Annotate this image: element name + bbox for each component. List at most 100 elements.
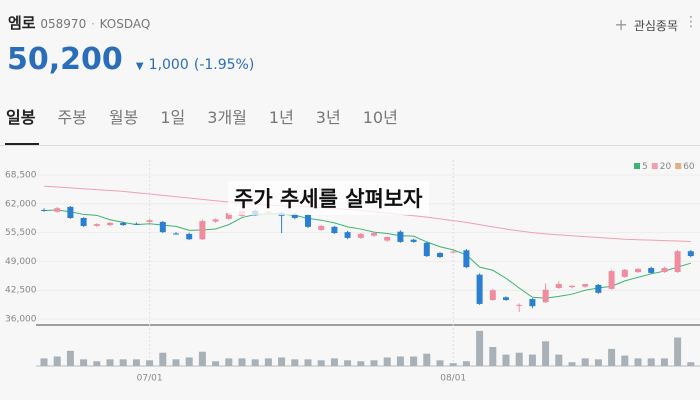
candle-body [608, 271, 615, 289]
price: 50,200 [7, 42, 123, 77]
volume-bar [581, 358, 589, 366]
legend-label: 20 [660, 162, 672, 172]
tab[interactable]: 1일 [160, 108, 186, 127]
volume-bar [555, 354, 563, 366]
candle-body [384, 237, 391, 241]
candle-body [159, 221, 166, 233]
tab[interactable]: 10년 [362, 108, 398, 127]
candle-body [318, 225, 325, 230]
candle-body [371, 233, 377, 236]
candle-body [555, 283, 562, 288]
y-tick-label: 49,000 [5, 257, 37, 267]
volume-bar [344, 360, 352, 366]
tab[interactable]: 일봉 [6, 108, 36, 127]
legend-swatch [634, 163, 640, 169]
tab[interactable]: 3년 [315, 108, 341, 127]
x-tick-label: 07/01 [137, 374, 163, 384]
legend-label: 5 [642, 162, 648, 172]
candle-body [67, 206, 74, 218]
tab-underline [5, 143, 39, 145]
candle-body [397, 231, 404, 242]
candle-body [133, 223, 140, 225]
candle-body [107, 222, 113, 226]
legend-label: 60 [683, 162, 695, 172]
volume-bar [225, 358, 233, 366]
volume-bar [66, 350, 74, 366]
candle-body [331, 226, 338, 234]
candle-body [344, 232, 351, 238]
candle-body [476, 274, 483, 304]
candle-body [529, 299, 536, 307]
tab[interactable]: 월봉 [108, 108, 139, 127]
volume-bar [185, 357, 193, 366]
tab[interactable]: 1년 [268, 108, 294, 127]
volume-bar [357, 361, 365, 366]
candle-body [463, 250, 470, 268]
volume-bar [80, 359, 88, 366]
chart: 36,000 42,500 49,000 55,500 62,000 68,500 07/0… [5, 160, 700, 384]
plus-icon: + [614, 15, 628, 34]
volume-bar [594, 359, 602, 366]
candle-body [687, 251, 694, 257]
candle-body [674, 251, 681, 273]
candle-body [291, 214, 298, 218]
candle-body [423, 242, 430, 257]
change-pct: (-1.95%) [193, 57, 255, 73]
volume-bar [687, 362, 695, 366]
candle-body [199, 221, 206, 240]
change: 1,000 [148, 57, 189, 73]
volume-bar [568, 362, 576, 366]
y-tick-label: 36,000 [5, 315, 37, 325]
volume-bar [476, 330, 484, 366]
volume-bar [106, 359, 114, 366]
watch-label: 관심종목 [633, 19, 678, 33]
volume-bar [634, 358, 642, 366]
volume-bar [370, 360, 378, 366]
volume-bar [449, 363, 457, 366]
volume-bar [146, 360, 154, 366]
candle-body [635, 268, 641, 273]
volume-bar [410, 356, 418, 366]
moving-average-line [43, 209, 691, 299]
y-tick-label: 62,000 [5, 199, 37, 209]
volume-bar [278, 357, 286, 366]
volume-bar [159, 352, 167, 366]
watch-button[interactable]: + 관심종목 [614, 15, 678, 34]
volume-bar [198, 351, 206, 366]
volume-bar [436, 360, 444, 366]
legend-swatch [651, 163, 658, 169]
legend-swatch [675, 163, 682, 169]
tab[interactable]: 주봉 [57, 108, 87, 127]
candle-body [542, 289, 549, 303]
volume-bar [489, 347, 497, 366]
volume-bar [172, 359, 180, 366]
volume-bar [528, 354, 536, 366]
volume-bar [621, 355, 629, 366]
more-icon[interactable]: ⋮ [684, 14, 698, 30]
price-row: 50,200 ▼ 1,000 (-1.95%) [7, 42, 254, 77]
volume-bar [647, 358, 655, 366]
candle-body [41, 210, 47, 212]
market: KOSDAQ [99, 17, 151, 31]
candle-body [410, 239, 417, 242]
volume-bar [132, 359, 140, 366]
candle-body [173, 233, 179, 235]
candle-body [437, 252, 443, 257]
volume-bar [660, 358, 668, 366]
down-arrow: ▼ [135, 61, 144, 72]
volume-bar [40, 358, 48, 366]
candle-body [621, 269, 628, 277]
tab[interactable]: 3개월 [207, 108, 247, 127]
tabs-divider [0, 145, 700, 146]
volume-bar [423, 353, 431, 366]
candle-body [516, 304, 523, 306]
volume-bar [238, 358, 246, 366]
volume-bar [608, 348, 616, 366]
y-tick-label: 68,500 [5, 171, 37, 181]
volume-bar [542, 341, 550, 366]
candle-body [661, 268, 668, 273]
y-tick-label: 42,500 [5, 286, 37, 296]
volume-bar [251, 359, 259, 366]
candle-body [212, 219, 219, 222]
candle-body [186, 233, 193, 240]
